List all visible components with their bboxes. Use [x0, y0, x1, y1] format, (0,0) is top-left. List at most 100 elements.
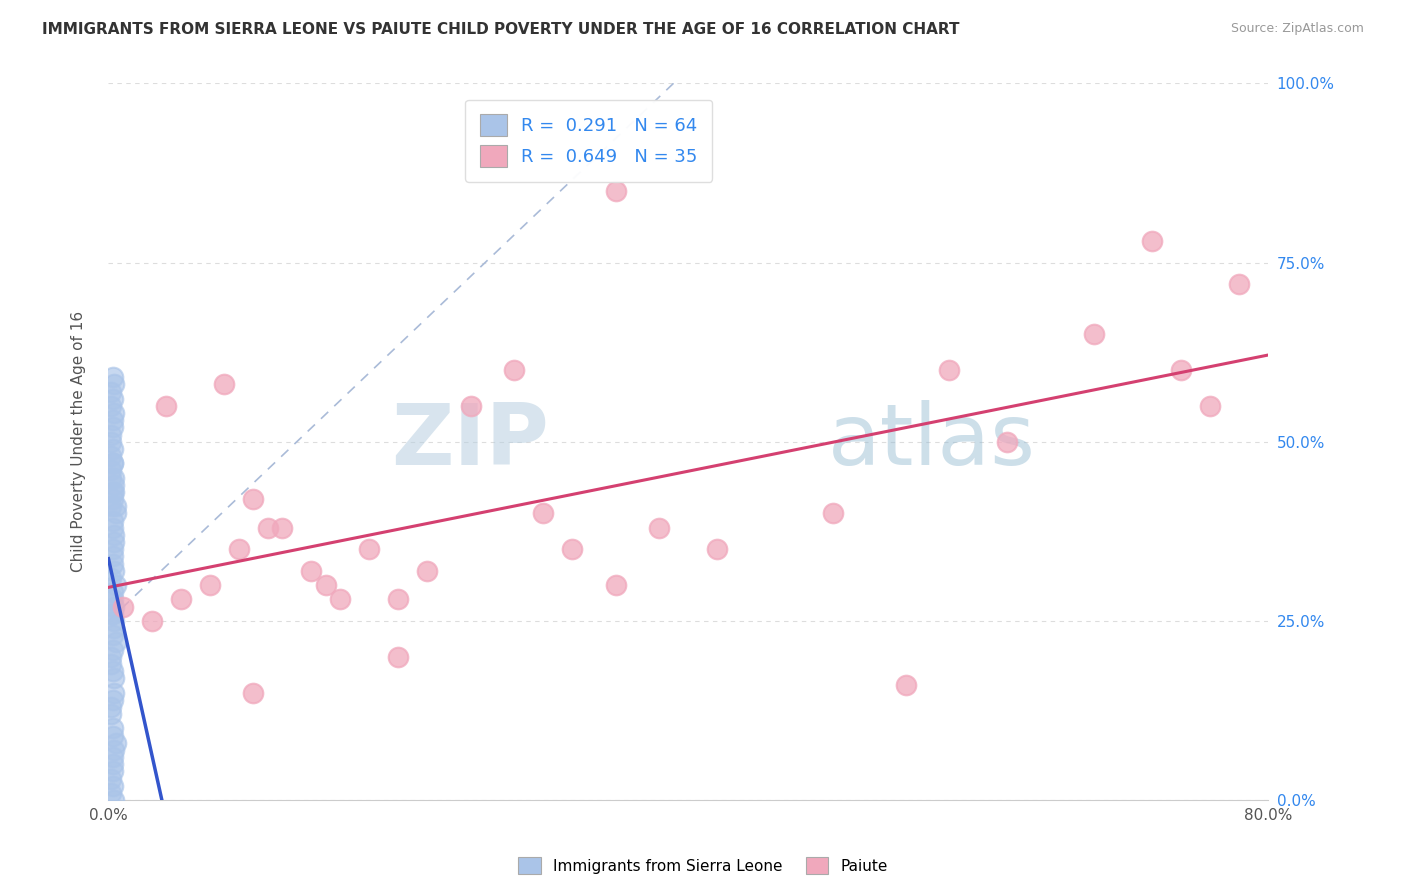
Text: ZIP: ZIP	[391, 401, 550, 483]
Point	[155, 399, 177, 413]
Point	[103, 793, 125, 807]
Point	[100, 649, 122, 664]
Point	[100, 399, 122, 413]
Point	[271, 521, 294, 535]
Point	[228, 542, 250, 557]
Point	[104, 635, 127, 649]
Point	[101, 542, 124, 557]
Y-axis label: Child Poverty Under the Age of 16: Child Poverty Under the Age of 16	[72, 311, 86, 573]
Legend: Immigrants from Sierra Leone, Paiute: Immigrants from Sierra Leone, Paiute	[512, 851, 894, 880]
Point	[460, 399, 482, 413]
Point	[823, 507, 845, 521]
Point	[100, 463, 122, 477]
Point	[101, 642, 124, 657]
Point	[242, 686, 264, 700]
Point	[103, 599, 125, 614]
Point	[100, 470, 122, 484]
Point	[387, 592, 409, 607]
Point	[100, 434, 122, 449]
Point	[141, 614, 163, 628]
Point	[100, 384, 122, 399]
Point	[101, 664, 124, 678]
Text: IMMIGRANTS FROM SIERRA LEONE VS PAIUTE CHILD POVERTY UNDER THE AGE OF 16 CORRELA: IMMIGRANTS FROM SIERRA LEONE VS PAIUTE C…	[42, 22, 960, 37]
Point	[101, 722, 124, 736]
Point	[100, 786, 122, 800]
Point	[503, 363, 526, 377]
Point	[103, 470, 125, 484]
Point	[198, 578, 221, 592]
Point	[1229, 277, 1251, 292]
Point	[1142, 234, 1164, 248]
Point	[101, 693, 124, 707]
Point	[170, 592, 193, 607]
Point	[101, 521, 124, 535]
Point	[103, 614, 125, 628]
Point	[101, 764, 124, 779]
Point	[533, 507, 555, 521]
Point	[101, 485, 124, 500]
Point	[101, 456, 124, 470]
Point	[103, 671, 125, 685]
Point	[101, 757, 124, 772]
Point	[104, 500, 127, 514]
Point	[101, 370, 124, 384]
Point	[101, 607, 124, 621]
Point	[101, 456, 124, 470]
Point	[103, 686, 125, 700]
Point	[101, 413, 124, 427]
Point	[101, 592, 124, 607]
Point	[101, 492, 124, 507]
Point	[416, 564, 439, 578]
Point	[103, 621, 125, 635]
Point	[301, 564, 323, 578]
Point	[100, 657, 122, 671]
Point	[242, 492, 264, 507]
Point	[101, 420, 124, 434]
Point	[103, 564, 125, 578]
Point	[706, 542, 728, 557]
Point	[101, 779, 124, 793]
Point	[101, 729, 124, 743]
Point	[101, 585, 124, 599]
Point	[938, 363, 960, 377]
Point	[257, 521, 280, 535]
Point	[100, 707, 122, 722]
Point	[100, 449, 122, 463]
Point	[997, 434, 1019, 449]
Point	[101, 750, 124, 764]
Point	[605, 184, 627, 198]
Point	[101, 392, 124, 406]
Point	[104, 736, 127, 750]
Point	[561, 542, 583, 557]
Point	[103, 528, 125, 542]
Point	[101, 557, 124, 571]
Point	[1170, 363, 1192, 377]
Point	[894, 678, 917, 692]
Point	[100, 700, 122, 714]
Point	[101, 628, 124, 642]
Text: Source: ZipAtlas.com: Source: ZipAtlas.com	[1230, 22, 1364, 36]
Point	[1083, 327, 1105, 342]
Point	[103, 743, 125, 757]
Point	[387, 649, 409, 664]
Point	[103, 535, 125, 549]
Point	[100, 592, 122, 607]
Point	[100, 772, 122, 786]
Point	[101, 514, 124, 528]
Point	[104, 507, 127, 521]
Legend: R =  0.291   N = 64, R =  0.649   N = 35: R = 0.291 N = 64, R = 0.649 N = 35	[465, 100, 713, 182]
Text: atlas: atlas	[828, 401, 1036, 483]
Point	[103, 485, 125, 500]
Point	[104, 578, 127, 592]
Point	[100, 571, 122, 585]
Point	[100, 607, 122, 621]
Point	[648, 521, 671, 535]
Point	[100, 427, 122, 442]
Point	[329, 592, 352, 607]
Point	[1199, 399, 1222, 413]
Point	[605, 578, 627, 592]
Point	[315, 578, 337, 592]
Point	[214, 377, 236, 392]
Point	[103, 406, 125, 420]
Point	[103, 377, 125, 392]
